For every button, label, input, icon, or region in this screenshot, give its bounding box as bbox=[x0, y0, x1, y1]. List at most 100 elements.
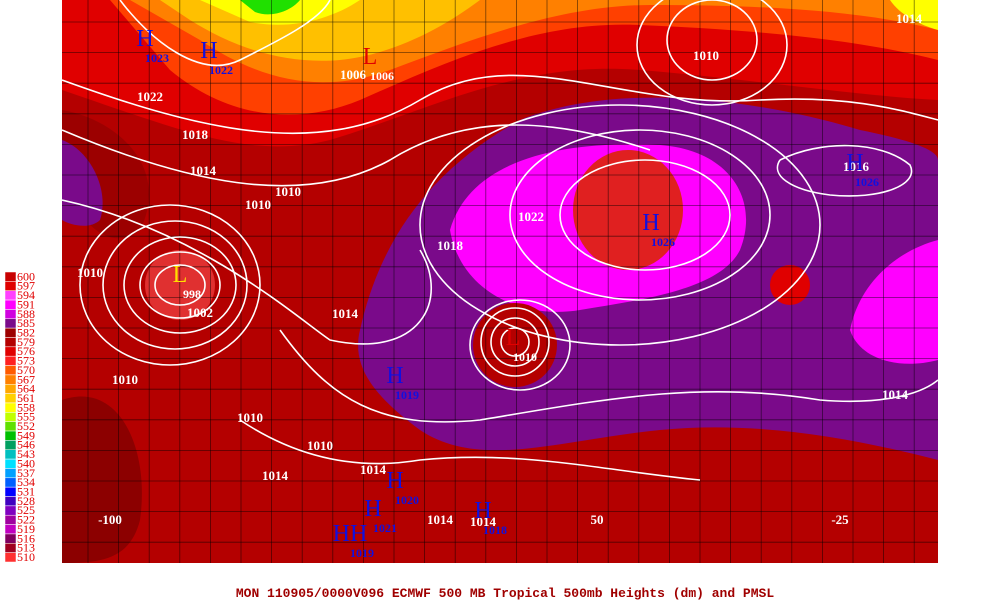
isobar-label: 1014 bbox=[427, 512, 454, 527]
scale-label: 579 bbox=[17, 335, 35, 349]
isobar-label: 1016 bbox=[843, 159, 870, 174]
color-scale: 6005975945915885855825795765735705675645… bbox=[4, 269, 35, 564]
scale-swatch bbox=[4, 374, 17, 385]
scale-swatch bbox=[4, 337, 17, 348]
scale-swatch bbox=[4, 299, 17, 310]
isobar-label: 1010 bbox=[693, 48, 719, 63]
scale-label: 537 bbox=[17, 466, 35, 480]
isobar-label: 1014 bbox=[470, 514, 497, 529]
isobar-label: 1010 bbox=[112, 372, 138, 387]
isobar-label: 1010 bbox=[77, 265, 103, 280]
isobar-label: 1022 bbox=[518, 209, 544, 224]
scale-swatch bbox=[4, 430, 17, 441]
isobar-label: 1014 bbox=[190, 163, 217, 178]
scale-label: 588 bbox=[17, 307, 35, 321]
scale-label: 513 bbox=[17, 541, 35, 555]
caption: MON 110905/0000V096 ECMWF 500 MB Tropica… bbox=[236, 586, 774, 600]
center-symbol: H bbox=[386, 363, 403, 389]
scale-label: 567 bbox=[17, 372, 35, 386]
scale-label: 561 bbox=[17, 391, 35, 405]
scale-label: 555 bbox=[17, 410, 35, 424]
center-value: 1022 bbox=[209, 63, 233, 77]
scale-swatch bbox=[4, 346, 17, 357]
isobar-label: 1010 bbox=[245, 197, 271, 212]
longitude-label: -25 bbox=[831, 512, 849, 527]
scale-label: 594 bbox=[17, 288, 35, 302]
center-value: 1018 bbox=[483, 523, 507, 537]
scale-swatch bbox=[4, 449, 17, 460]
center-value: 1026 bbox=[855, 175, 879, 189]
center-symbol: L bbox=[363, 44, 378, 70]
center-value: 1020 bbox=[395, 493, 419, 507]
scale-label: 534 bbox=[17, 475, 35, 489]
scale-swatch bbox=[4, 486, 17, 497]
center-symbol: H bbox=[474, 498, 491, 524]
scale-label: 525 bbox=[17, 503, 35, 517]
center-value: 1010 bbox=[513, 350, 537, 364]
isobar-label: 1010 bbox=[275, 184, 301, 199]
center-value: 1021 bbox=[373, 521, 397, 535]
scale-label: 528 bbox=[17, 494, 35, 508]
scale-swatch bbox=[4, 402, 17, 413]
scale-label: 600 bbox=[17, 269, 35, 283]
scale-label: 597 bbox=[17, 279, 35, 293]
scale-label: 558 bbox=[17, 400, 35, 414]
center-symbol: L bbox=[173, 262, 188, 288]
scale-label: 522 bbox=[17, 513, 35, 527]
scale-swatch bbox=[4, 290, 17, 301]
scale-label: 573 bbox=[17, 354, 35, 368]
isobar-label: 1010 bbox=[237, 410, 263, 425]
map-labels: -100 50 -251010101410221018101410101010102… bbox=[77, 11, 923, 560]
center-symbol: HH bbox=[333, 521, 368, 547]
isobar-label: 1014 bbox=[882, 387, 909, 402]
scale-swatch bbox=[4, 496, 17, 507]
scale-swatch bbox=[4, 543, 17, 553]
isobars bbox=[62, 0, 938, 481]
scale-label: 516 bbox=[17, 531, 35, 545]
scale-swatch bbox=[4, 524, 17, 535]
center-symbol: H bbox=[200, 38, 217, 64]
scale-label: 564 bbox=[17, 382, 35, 396]
scale-swatch bbox=[4, 281, 17, 291]
isobar-label: 1006 bbox=[340, 67, 367, 82]
scale-label: 582 bbox=[17, 325, 35, 339]
scale-swatch bbox=[4, 355, 17, 366]
isobar-label: 1002 bbox=[187, 305, 213, 320]
isobar-label: 1014 bbox=[896, 11, 923, 26]
scale-swatch bbox=[4, 458, 17, 469]
isobar-label: 1014 bbox=[332, 306, 359, 321]
isobar-label: 1018 bbox=[182, 127, 209, 142]
scale-label: 585 bbox=[17, 316, 35, 330]
scale-swatch bbox=[4, 309, 17, 320]
scale-label: 543 bbox=[17, 447, 35, 461]
center-symbol: H bbox=[846, 150, 863, 176]
isobar-label: 1014 bbox=[360, 462, 387, 477]
scale-swatch bbox=[4, 421, 17, 432]
isobar-label: 1018 bbox=[437, 238, 464, 253]
longitude-label: 50 bbox=[591, 512, 604, 527]
scale-swatch bbox=[4, 318, 17, 329]
center-symbol: L bbox=[506, 325, 521, 351]
center-value: 1006 bbox=[370, 69, 394, 83]
scale-swatch bbox=[4, 477, 17, 488]
isobar-label: 1022 bbox=[137, 89, 163, 104]
scale-swatch bbox=[4, 327, 17, 338]
scale-label: 546 bbox=[17, 438, 35, 452]
center-value: 1026 bbox=[651, 235, 675, 249]
center-value: 1023 bbox=[145, 51, 169, 65]
scale-swatch bbox=[4, 505, 17, 516]
center-value: 998 bbox=[183, 287, 201, 301]
scale-swatch bbox=[4, 271, 17, 282]
scale-swatch bbox=[4, 552, 17, 563]
center-value: 1019 bbox=[350, 546, 374, 560]
isobar-label: 1010 bbox=[307, 438, 333, 453]
longitude-label: -100 bbox=[98, 512, 122, 527]
scale-swatch bbox=[4, 384, 17, 394]
center-symbol: H bbox=[386, 468, 403, 494]
scale-swatch bbox=[4, 468, 17, 479]
scale-swatch bbox=[4, 533, 17, 544]
scale-swatch bbox=[4, 412, 17, 422]
isobar-label: 1014 bbox=[262, 468, 289, 483]
scale-swatch bbox=[4, 365, 17, 376]
